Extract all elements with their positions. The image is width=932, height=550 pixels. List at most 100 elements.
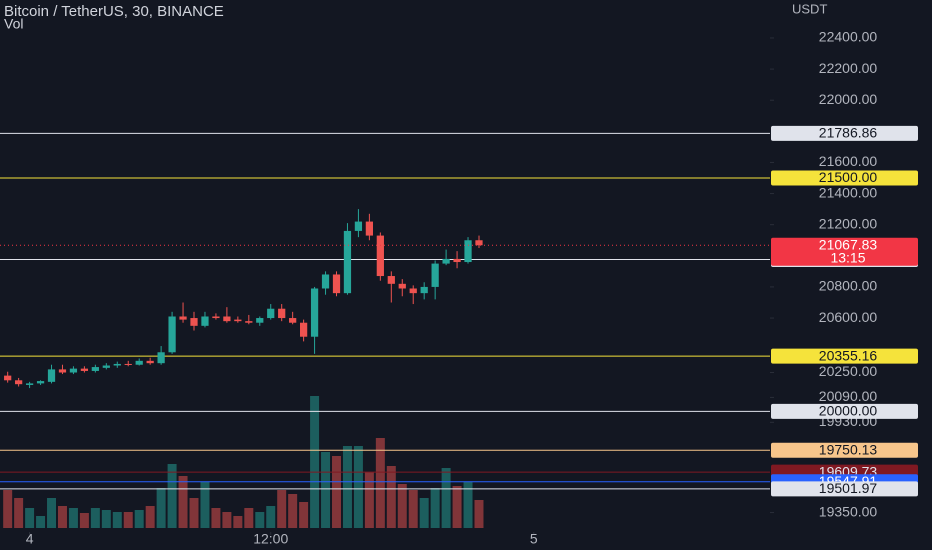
volume-bar bbox=[79, 513, 89, 528]
candle-body bbox=[245, 321, 253, 323]
volume-bar bbox=[25, 508, 35, 528]
volume-bar bbox=[145, 506, 155, 528]
volume-bar bbox=[57, 506, 67, 528]
price-line-label: 21786.86 bbox=[819, 125, 878, 141]
volume-bar bbox=[233, 516, 243, 528]
volume-bar bbox=[441, 468, 451, 528]
volume-bar bbox=[342, 446, 352, 528]
price-line-label-bg bbox=[771, 170, 918, 186]
volume-bar bbox=[288, 494, 298, 528]
candle-body bbox=[47, 369, 56, 382]
price-line-label: 20000.00 bbox=[819, 403, 878, 419]
candle-body bbox=[25, 383, 34, 385]
volume-bar bbox=[156, 488, 166, 528]
volume-bar bbox=[255, 512, 265, 528]
volume-bar bbox=[112, 512, 122, 528]
volume-bar bbox=[463, 482, 473, 528]
price-line-label-bg bbox=[771, 348, 918, 364]
candle-body bbox=[124, 363, 132, 365]
candle-body bbox=[464, 240, 472, 263]
candle-body bbox=[4, 375, 12, 381]
volume-bar bbox=[134, 510, 144, 528]
candle-body bbox=[113, 363, 121, 366]
volume-bar bbox=[36, 516, 46, 528]
volume-bar bbox=[397, 484, 407, 528]
volume-bar bbox=[178, 476, 188, 528]
candle-body bbox=[475, 240, 483, 246]
volume-bar bbox=[3, 490, 13, 528]
volume-bar bbox=[68, 508, 78, 528]
candle-body bbox=[310, 288, 319, 337]
volume-bar bbox=[430, 488, 440, 528]
candle-body bbox=[354, 221, 363, 231]
volume-bar bbox=[474, 500, 484, 528]
volume-legend: Vol bbox=[4, 16, 23, 32]
y-tick-label: 20250.00 bbox=[819, 363, 878, 379]
candle-body bbox=[201, 316, 209, 326]
candle-body bbox=[299, 322, 308, 337]
chart-title: Bitcoin / TetherUS, 30, BINANCE bbox=[4, 3, 224, 20]
candle-body bbox=[431, 263, 439, 287]
volume-bar bbox=[332, 456, 341, 528]
price-line-label-bg bbox=[771, 481, 918, 497]
volume-bar bbox=[364, 472, 374, 528]
x-tick-label: 4 bbox=[26, 531, 34, 547]
price-line-label: 19750.13 bbox=[819, 441, 878, 457]
price-line-label: 19501.97 bbox=[819, 480, 878, 496]
volume-bar bbox=[222, 512, 232, 528]
y-tick-label: 22400.00 bbox=[819, 29, 878, 45]
candle-body bbox=[58, 369, 67, 373]
candle-body bbox=[398, 283, 406, 289]
candle-body bbox=[102, 365, 110, 368]
candle-body bbox=[15, 380, 23, 385]
volume-bar bbox=[277, 490, 287, 528]
volume-bar bbox=[189, 498, 199, 528]
y-tick-label: 19350.00 bbox=[819, 503, 878, 519]
candle-body bbox=[135, 360, 143, 365]
volume-bar bbox=[310, 396, 320, 528]
volume-bar bbox=[266, 506, 276, 528]
candle-body bbox=[420, 286, 428, 294]
candle-body bbox=[256, 318, 264, 323]
price-line-label-bg bbox=[771, 442, 918, 458]
candle-body bbox=[190, 318, 198, 326]
volume-bar bbox=[244, 508, 254, 528]
volume-bar bbox=[167, 464, 177, 528]
candle-body bbox=[223, 316, 231, 322]
volume-bar bbox=[386, 466, 396, 528]
countdown: 13:15 bbox=[830, 249, 865, 265]
candle-body bbox=[179, 316, 187, 320]
candle-body bbox=[69, 368, 78, 373]
x-tick-label: 5 bbox=[530, 531, 538, 547]
candle-body bbox=[146, 360, 154, 364]
candle-body bbox=[91, 367, 99, 371]
y-tick-label: 20090.00 bbox=[819, 388, 878, 404]
price-line-label-bg bbox=[771, 125, 918, 141]
candle-body bbox=[36, 381, 45, 384]
volume-bar bbox=[299, 502, 309, 528]
y-tick-label: 22200.00 bbox=[819, 60, 878, 76]
volume-bar bbox=[14, 498, 24, 528]
candle-body bbox=[332, 274, 341, 294]
axis-unit: USDT bbox=[792, 1, 827, 16]
price-line-label-bg bbox=[771, 403, 918, 419]
candle-body bbox=[376, 235, 384, 277]
price-line-label: 20355.16 bbox=[819, 347, 878, 363]
candle-body bbox=[365, 221, 373, 236]
volume-bar bbox=[353, 446, 363, 528]
volume-bar bbox=[375, 438, 385, 528]
candle-body bbox=[80, 368, 89, 371]
volume-bar bbox=[101, 510, 111, 528]
volume-bar bbox=[452, 486, 462, 528]
x-tick-label: 12:00 bbox=[253, 531, 288, 547]
volume-bar bbox=[321, 452, 331, 528]
volume-bar bbox=[211, 508, 221, 528]
candle-body bbox=[267, 308, 275, 319]
candle-body bbox=[157, 352, 165, 364]
candle-body bbox=[453, 258, 461, 263]
volume-bar bbox=[200, 482, 210, 528]
y-tick-label: 21200.00 bbox=[819, 215, 878, 231]
